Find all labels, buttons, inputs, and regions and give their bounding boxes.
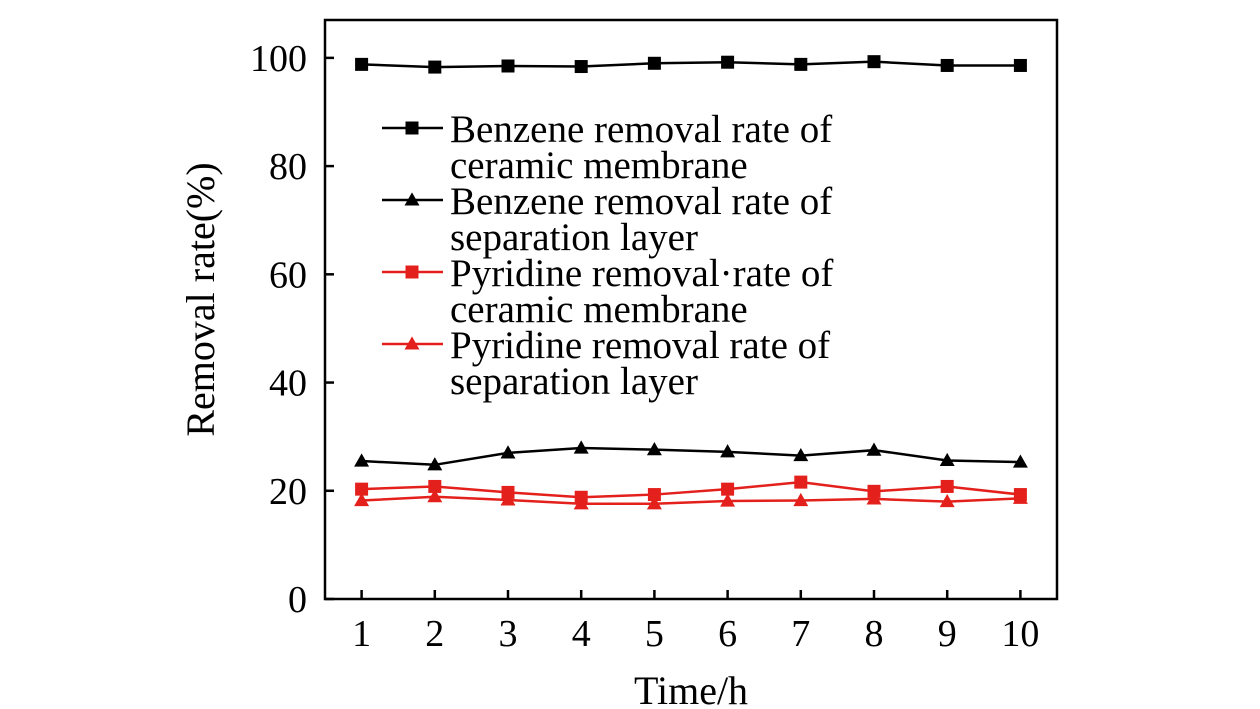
- series-line: [361, 60, 1021, 69]
- x-tick-label: 6: [718, 613, 737, 655]
- series-1: [355, 55, 1027, 74]
- data-point: [355, 57, 369, 71]
- x-tick-label: 8: [865, 613, 884, 655]
- data-point: [1013, 58, 1027, 72]
- data-point: [428, 60, 442, 74]
- y-tick-label: 0: [288, 579, 307, 621]
- data-point: [866, 491, 882, 505]
- data-point: [939, 493, 955, 508]
- data-point: [793, 492, 809, 507]
- data-point: [793, 447, 809, 462]
- legend-label: Benzene removal rate of: [450, 180, 832, 223]
- data-point: [646, 441, 662, 456]
- x-tick-label: 5: [645, 613, 664, 655]
- x-tick-label: 9: [938, 613, 957, 655]
- series-4: [354, 489, 1028, 510]
- data-point: [500, 445, 516, 459]
- data-point: [720, 444, 736, 458]
- series-2: [354, 440, 1028, 471]
- legend-label: separation layer: [450, 360, 698, 403]
- data-point: [573, 440, 589, 454]
- x-tick-label: 1: [352, 613, 371, 655]
- data-point: [501, 59, 515, 73]
- series-line: [361, 480, 1021, 499]
- x-tick-label: 2: [425, 613, 444, 655]
- data-point: [354, 492, 370, 507]
- data-point: [427, 457, 443, 471]
- data-point: [500, 492, 516, 506]
- legend-label: Pyridine removal·rate of: [450, 252, 833, 295]
- x-axis-title: Time/h: [634, 668, 748, 709]
- data-point: [573, 496, 589, 510]
- series-3: [355, 475, 1027, 504]
- y-tick-label: 20: [269, 471, 307, 513]
- legend-marker: [405, 121, 419, 135]
- data-point: [720, 493, 736, 507]
- data-point: [794, 57, 808, 71]
- x-tick-label: 3: [499, 613, 518, 655]
- data-point: [940, 479, 954, 493]
- legend-marker: [405, 265, 419, 279]
- data-point: [354, 453, 370, 467]
- x-axis: 1 2 3 4 5 6 7 8 9 10: [352, 590, 1039, 655]
- legend-label: Benzene removal rate of: [450, 108, 832, 151]
- y-axis-title: Removal rate(%): [178, 162, 223, 436]
- data-point: [427, 489, 443, 503]
- series-line: [361, 446, 1021, 467]
- data-point: [939, 452, 955, 467]
- y-tick-label: 60: [269, 254, 307, 296]
- y-tick-label: 100: [250, 38, 307, 80]
- data-point: [647, 488, 661, 502]
- y-tick-label: 80: [269, 146, 307, 188]
- data-point: [721, 55, 735, 69]
- plot-border: [323, 18, 1059, 601]
- data-point: [794, 475, 808, 489]
- data-point: [646, 496, 662, 510]
- plot-frame: [323, 18, 1059, 601]
- x-tick-label: 4: [572, 613, 591, 655]
- data-point: [1012, 454, 1028, 468]
- data-point: [574, 60, 588, 74]
- legend-label: separation layer: [450, 216, 698, 259]
- y-axis: 0 20 40 60 80 100: [250, 38, 334, 621]
- data-point: [428, 479, 442, 493]
- x-tick-label: 10: [1001, 613, 1039, 655]
- legend-marker: [404, 336, 420, 350]
- data-point: [940, 58, 954, 72]
- data-point: [867, 55, 881, 69]
- data-point: [355, 482, 369, 496]
- data-point: [1012, 490, 1028, 504]
- series-layer: [354, 55, 1028, 510]
- legend-marker: [404, 192, 420, 206]
- data-point: [721, 482, 735, 496]
- data-point: [866, 442, 882, 456]
- y-tick-label: 40: [269, 363, 307, 405]
- legend-label: ceramic membrane: [450, 144, 748, 187]
- x-tick-label: 7: [791, 613, 810, 655]
- legend-label: Pyridine removal rate of: [450, 324, 830, 367]
- series-line: [361, 495, 1021, 506]
- data-point: [647, 56, 661, 70]
- legend-label: ceramic membrane: [450, 288, 748, 331]
